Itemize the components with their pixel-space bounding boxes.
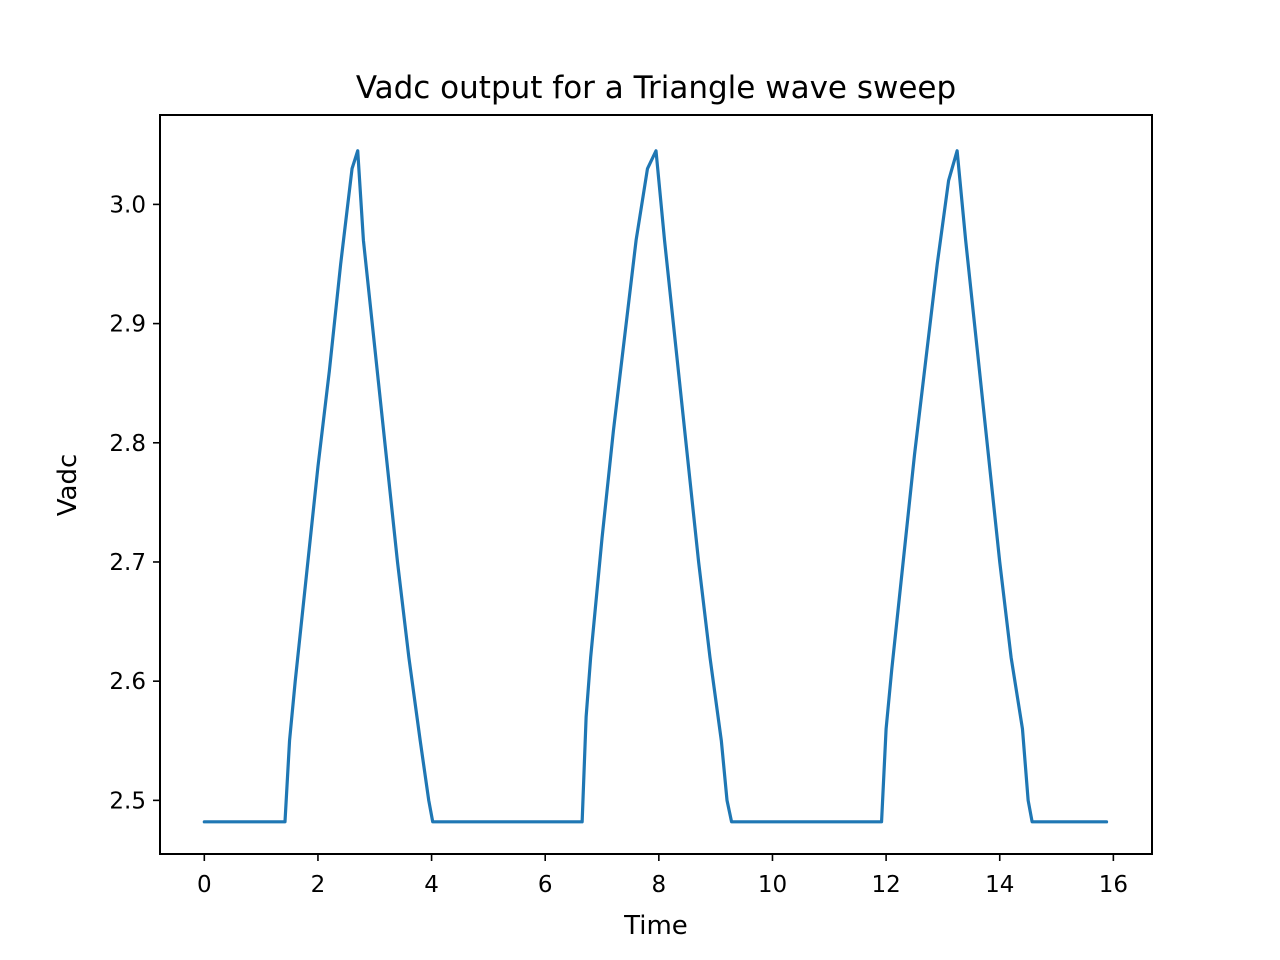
x-tick-label: 10 bbox=[758, 872, 787, 898]
x-tick-label: 16 bbox=[1099, 872, 1128, 898]
x-tick-label: 12 bbox=[871, 872, 900, 898]
x-tick-label: 6 bbox=[538, 872, 553, 898]
x-axis-label: Time bbox=[623, 911, 688, 941]
x-tick-label: 8 bbox=[652, 872, 667, 898]
series-line-0 bbox=[202, 149, 1109, 824]
chart-title: Vadc output for a Triangle wave sweep bbox=[356, 70, 956, 106]
x-tick-label: 14 bbox=[985, 872, 1014, 898]
y-tick-label: 3.0 bbox=[109, 192, 146, 218]
x-tick-label: 2 bbox=[311, 872, 326, 898]
y-axis-label: Vadc bbox=[53, 454, 83, 517]
y-tick-label: 2.7 bbox=[109, 550, 146, 576]
y-tick-label: 2.5 bbox=[109, 788, 146, 814]
y-tick-label: 2.8 bbox=[109, 431, 146, 457]
plot-area bbox=[202, 149, 1109, 824]
axes-frame bbox=[159, 114, 1153, 855]
x-tick-label: 4 bbox=[424, 872, 439, 898]
y-tick-label: 2.9 bbox=[109, 312, 146, 338]
x-tick-label: 0 bbox=[197, 872, 212, 898]
axis-ticks: 0 2 4 6 8 10 12 14 16 2.5 2.6 2.7 2.8 2.9 3.0 bbox=[109, 192, 1128, 898]
y-tick-label: 2.6 bbox=[109, 669, 146, 695]
